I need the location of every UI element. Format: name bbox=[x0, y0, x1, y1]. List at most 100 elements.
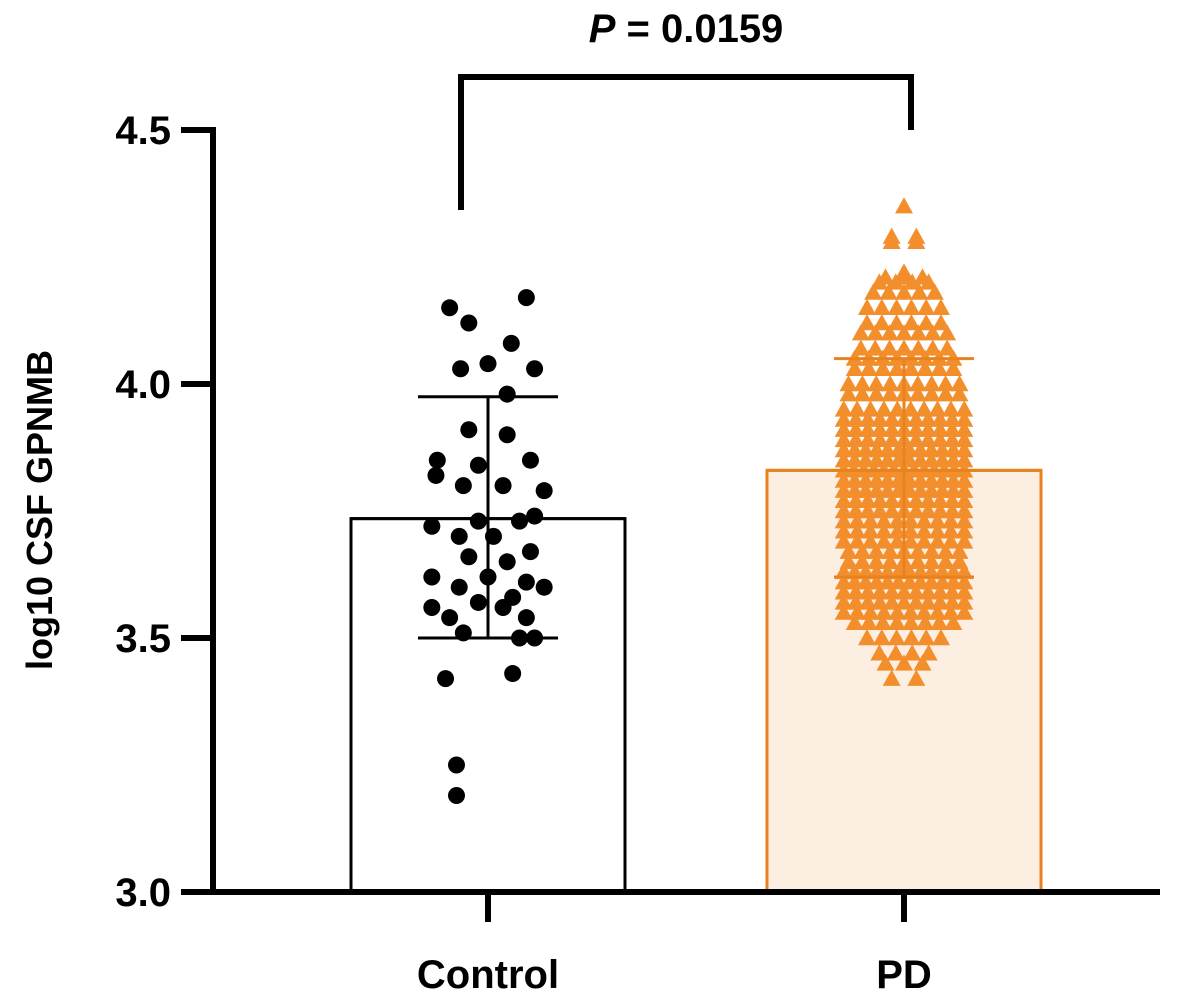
data-point-pd bbox=[839, 542, 858, 559]
data-point-pd bbox=[955, 562, 974, 580]
data-point-pd bbox=[931, 593, 950, 610]
data-point-pd bbox=[955, 603, 974, 620]
data-point-pd bbox=[917, 314, 936, 331]
data-point-pd bbox=[941, 400, 960, 417]
data-point-pd bbox=[867, 375, 886, 392]
data-point-pd bbox=[955, 593, 974, 610]
data-point-pd bbox=[895, 197, 913, 214]
data-point-pd bbox=[846, 420, 865, 437]
data-point-pd bbox=[902, 298, 921, 315]
data-point-pd bbox=[834, 593, 853, 610]
data-point-pd bbox=[902, 613, 921, 630]
data-point-pd bbox=[915, 603, 934, 620]
data-point-control bbox=[517, 609, 535, 627]
significance-bracket bbox=[458, 74, 914, 210]
data-point-pd bbox=[903, 644, 922, 661]
data-point-pd bbox=[915, 512, 934, 529]
y-tick-label: 4.5 bbox=[115, 109, 171, 153]
data-point-pd bbox=[901, 512, 920, 529]
data-point-pd bbox=[944, 613, 963, 630]
data-point-pd bbox=[943, 410, 962, 427]
data-point-control bbox=[479, 355, 497, 373]
data-point-pd bbox=[928, 522, 947, 539]
data-point-pd bbox=[882, 491, 901, 509]
data-point-pd bbox=[895, 593, 913, 610]
data-point-pd bbox=[834, 410, 853, 427]
data-point-pd bbox=[928, 532, 947, 549]
data-point-pd bbox=[882, 420, 901, 437]
data-point-pd bbox=[936, 375, 955, 392]
data-point-pd bbox=[858, 583, 877, 600]
data-point-pd bbox=[907, 583, 926, 600]
data-point-control bbox=[460, 421, 478, 439]
data-point-pd bbox=[853, 552, 872, 569]
data-point-pd bbox=[907, 410, 926, 427]
data-point-pd bbox=[874, 512, 893, 529]
data-point-pd bbox=[907, 669, 926, 686]
data-point-pd bbox=[887, 298, 906, 315]
data-point-pd bbox=[882, 669, 901, 686]
data-point-pd bbox=[955, 451, 974, 468]
data-point-control bbox=[526, 360, 544, 378]
data-point-pd bbox=[919, 644, 938, 661]
data-point-pd bbox=[931, 430, 950, 448]
data-point-pd bbox=[861, 400, 880, 417]
data-point-pd bbox=[851, 339, 870, 356]
data-point-pd bbox=[941, 512, 960, 529]
y-tick-label: 3.5 bbox=[115, 617, 171, 661]
data-point-pd bbox=[880, 324, 899, 341]
data-point-pd bbox=[851, 324, 870, 341]
data-point-pd bbox=[848, 400, 867, 417]
data-point-pd bbox=[873, 613, 892, 630]
data-point-pd bbox=[853, 542, 872, 559]
data-point-pd bbox=[859, 613, 878, 630]
data-point-pd bbox=[834, 603, 853, 620]
data-point-pd bbox=[881, 385, 900, 402]
data-point-pd bbox=[888, 512, 907, 529]
data-point-control bbox=[469, 512, 487, 530]
data-point-pd bbox=[931, 314, 950, 331]
data-point-pd bbox=[928, 400, 947, 417]
data-point-pd bbox=[853, 385, 872, 402]
data-point-pd bbox=[938, 339, 957, 356]
data-point-pd bbox=[955, 512, 974, 529]
data-point-pd bbox=[834, 400, 853, 417]
data-point-pd bbox=[882, 232, 901, 249]
data-point-pd bbox=[919, 420, 938, 437]
data-point-control bbox=[494, 477, 512, 495]
data-point-pd bbox=[943, 593, 962, 610]
data-point-control bbox=[526, 507, 544, 525]
data-point-pd bbox=[943, 491, 962, 509]
data-point-pd bbox=[895, 654, 913, 671]
data-point-pd bbox=[909, 324, 928, 341]
x-tick-label: Control bbox=[417, 953, 559, 997]
data-point-pd bbox=[848, 512, 867, 529]
data-point-pd bbox=[919, 410, 938, 427]
data-point-pd bbox=[907, 420, 926, 437]
data-point-pd bbox=[928, 603, 947, 620]
data-point-pd bbox=[846, 583, 865, 600]
data-point-pd bbox=[919, 491, 938, 509]
data-point-pd bbox=[887, 314, 906, 331]
data-point-pd bbox=[866, 324, 885, 341]
data-point-control bbox=[428, 451, 446, 469]
data-point-pd bbox=[936, 542, 955, 559]
data-point-pd bbox=[873, 359, 892, 376]
data-point-pd bbox=[834, 522, 853, 539]
data-point-pd bbox=[909, 339, 928, 356]
data-point-control bbox=[423, 599, 441, 617]
data-point-pd bbox=[908, 385, 927, 402]
data-point-pd bbox=[870, 273, 889, 290]
data-point-pd bbox=[955, 410, 974, 427]
data-point-pd bbox=[834, 502, 853, 519]
data-point-pd bbox=[864, 283, 883, 300]
data-point-control bbox=[521, 451, 539, 469]
data-point-pd bbox=[872, 314, 891, 331]
data-point-control bbox=[521, 543, 539, 561]
data-point-pd bbox=[874, 603, 893, 620]
data-point-pd bbox=[903, 273, 922, 290]
data-point-pd bbox=[919, 430, 938, 448]
data-point-pd bbox=[834, 491, 853, 509]
data-point-pd bbox=[870, 583, 889, 600]
